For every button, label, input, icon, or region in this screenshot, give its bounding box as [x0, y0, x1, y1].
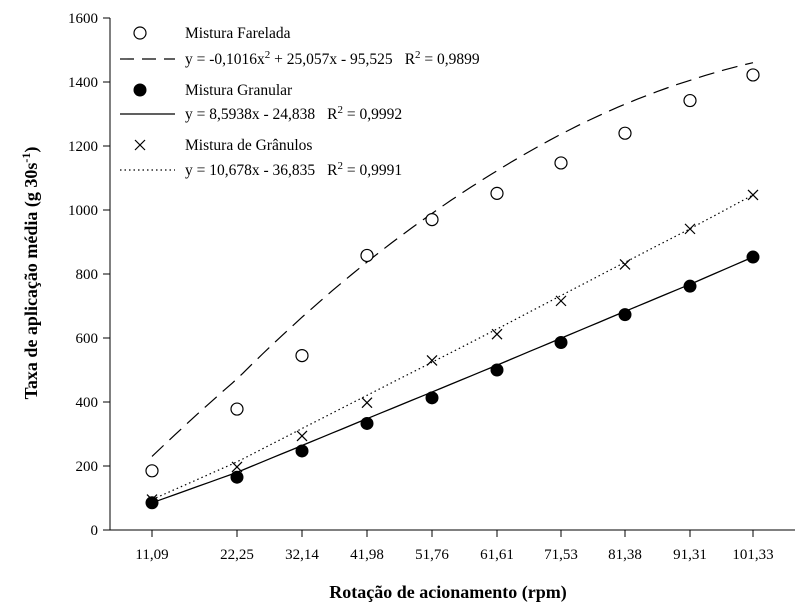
- cross-stroke: [146, 494, 158, 506]
- point-series2-4: [360, 416, 374, 430]
- y-tick-label: 1400: [68, 75, 98, 91]
- point-series2-10: [746, 250, 760, 264]
- y-axis-title-end: ): [21, 147, 42, 153]
- equation-text: y = -0,1016x: [185, 51, 265, 68]
- point-series3-8: [619, 258, 631, 270]
- point-series2-3: [295, 444, 309, 458]
- cross-stroke: [296, 430, 308, 442]
- y-tick-label: 1000: [68, 203, 98, 219]
- legend-equation-1: y = -0,1016x2 + 25,057x - 95,525 R2 = 0,9…: [185, 49, 480, 68]
- cross-stroke: [361, 397, 373, 409]
- y-tick-label: 400: [76, 395, 99, 411]
- cross-stroke: [684, 223, 696, 235]
- point-series1-6: [490, 186, 504, 200]
- y-tick-label: 600: [76, 331, 99, 347]
- y-tick-label: 200: [76, 459, 99, 475]
- point-series2-9: [683, 279, 697, 293]
- legend-equation-2: y = 8,5938x - 24,838 R2 = 0,9992: [185, 104, 402, 123]
- equation-text: y = 10,678x - 36,835: [185, 162, 315, 179]
- trendline-3: [151, 194, 754, 501]
- y-axis-title: Taxa de aplicação média (g 30s-1): [19, 147, 42, 400]
- legend-label-3: Mistura de Grânulos: [185, 137, 312, 154]
- r2-value: = 0,9899: [421, 51, 480, 68]
- point-series3-5: [426, 354, 438, 366]
- point-series1-10: [746, 68, 760, 82]
- r2-sup: 2: [338, 160, 344, 172]
- x-tick-label: 22,25: [220, 547, 254, 563]
- x-tick-label: 32,14: [285, 547, 319, 563]
- point-series2-7: [554, 335, 568, 349]
- point-series3-1: [146, 494, 158, 506]
- cross-stroke: [491, 328, 503, 340]
- point-series2-1: [145, 496, 159, 510]
- point-series1-2: [230, 402, 244, 416]
- y-tick-label: 1600: [68, 11, 98, 27]
- equation-text: y = 8,5938x - 24,838: [185, 106, 315, 123]
- point-series2-8: [618, 308, 632, 322]
- y-axis-title-sup: -1: [19, 153, 33, 163]
- point-series1-9: [683, 93, 697, 108]
- cross-stroke: [619, 258, 631, 270]
- cross-stroke: [134, 139, 146, 151]
- legend-marker-3: [134, 139, 146, 151]
- point-series3-4: [361, 397, 373, 409]
- point-series1-3: [295, 349, 309, 363]
- r2-sup: 2: [415, 49, 421, 61]
- r2-value: = 0,9991: [343, 162, 402, 179]
- y-tick-label: 0: [91, 523, 99, 539]
- x-tick-label: 61,61: [480, 547, 514, 563]
- equation-sup: 2: [265, 49, 271, 61]
- trendlines: [151, 62, 754, 504]
- r2-label: R: [405, 51, 416, 68]
- legend-marker-1: [133, 26, 147, 40]
- r2-sup: 2: [338, 104, 344, 116]
- point-series1-5: [425, 213, 439, 227]
- point-series3-2: [231, 461, 243, 473]
- x-tick-label: 71,53: [544, 547, 578, 563]
- legend-label-1: Mistura Farelada: [185, 25, 291, 42]
- r2-label: R: [327, 106, 338, 123]
- cross-stroke: [426, 354, 438, 366]
- point-series3-7: [555, 295, 567, 307]
- y-tick-label: 1200: [68, 139, 98, 155]
- x-tick-label: 11,09: [135, 547, 168, 563]
- point-series3-10: [747, 189, 759, 201]
- point-series3-6: [491, 328, 503, 340]
- trendline-2: [151, 256, 754, 504]
- trendline-1: [151, 62, 754, 457]
- y-tick-label: 800: [76, 267, 99, 283]
- point-series1-7: [554, 156, 568, 170]
- x-tick-label: 81,38: [608, 547, 642, 563]
- point-series3-3: [296, 430, 308, 442]
- legend-marker-2: [133, 83, 147, 97]
- point-series1-4: [360, 248, 374, 263]
- point-series1-1: [145, 464, 159, 478]
- cross-stroke: [555, 295, 567, 307]
- axes: 0 200 400 600 800 1000 1200 1400 1600 11,09 22,25 3…: [68, 11, 795, 563]
- x-tick-label: 51,76: [415, 547, 449, 563]
- legend-label-2: Mistura Granular: [185, 82, 293, 99]
- y-axis-title-main: Taxa de aplicação média (g 30s: [21, 163, 42, 400]
- r2-label: R: [327, 162, 338, 179]
- cross-stroke: [231, 461, 243, 473]
- x-axis-title: Rotação de acionamento (rpm): [329, 582, 566, 603]
- equation-text-rest: + 25,057x - 95,525: [270, 51, 393, 68]
- x-tick-label: 91,31: [673, 547, 707, 563]
- data-points: [145, 68, 760, 510]
- x-tick-label: 101,33: [732, 547, 773, 563]
- point-series1-8: [618, 126, 632, 140]
- point-series2-6: [490, 363, 504, 377]
- point-series2-2: [230, 470, 244, 484]
- r2-value: = 0,9992: [343, 106, 402, 123]
- point-series3-9: [684, 223, 696, 235]
- x-tick-label: 41,98: [350, 547, 384, 563]
- cross-stroke: [747, 189, 759, 201]
- point-series2-5: [425, 391, 439, 405]
- legend-equation-3: y = 10,678x - 36,835 R2 = 0,9991: [185, 160, 402, 179]
